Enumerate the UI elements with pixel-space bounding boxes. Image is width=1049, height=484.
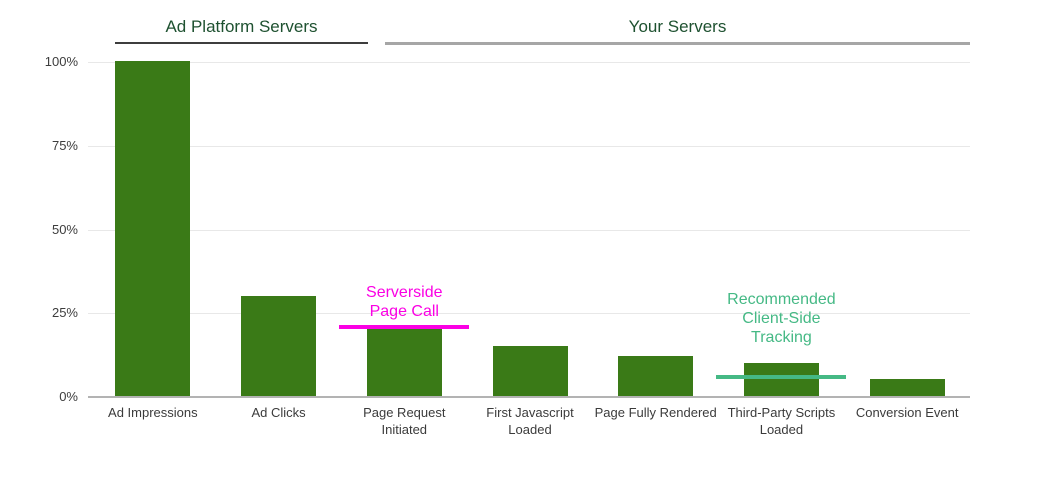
bar-page-fully-rendered: [618, 355, 694, 396]
annotation-recommended-client-side-tracking: Recommended Client-Side Tracking: [727, 291, 836, 346]
gridline-25: [88, 313, 970, 314]
group-header-your-servers: Your Servers: [628, 17, 727, 36]
bar-conversion-event: [869, 379, 945, 396]
group-underline-ad-platform-servers: [115, 42, 368, 44]
y-axis-tick-label: 0%: [59, 389, 78, 404]
x-axis-label-page-fully-rendered: Page Fully Rendered: [594, 405, 717, 420]
y-axis-tick-label: 25%: [51, 305, 78, 320]
x-axis-label-conversion-event: Conversion Event: [855, 405, 959, 420]
annotation-serverside-page-call: Serverside Page Call: [366, 284, 443, 320]
annotation-line-serverside-page-call: [339, 325, 470, 329]
x-axis-baseline: [88, 396, 970, 398]
x-axis-label-page-request-initiated: Page Request Initiated: [363, 405, 446, 437]
bar-ad-clicks: [241, 295, 317, 396]
group-header-ad-platform-servers: Ad Platform Servers: [165, 17, 318, 36]
x-axis-label-ad-clicks: Ad Clicks: [251, 405, 306, 420]
bar-first-javascript-loaded: [492, 345, 568, 396]
y-axis-tick-label: 75%: [51, 138, 78, 153]
bar-third-party-scripts-loaded: [743, 362, 819, 396]
group-underline-your-servers: [385, 42, 970, 45]
x-axis-label-third-party-scripts-loaded: Third-Party Scripts Loaded: [727, 405, 836, 437]
x-axis-label-ad-impressions: Ad Impressions: [108, 405, 198, 420]
annotation-line-recommended-client-side-tracking: [716, 375, 847, 379]
gridline-75: [88, 146, 970, 147]
bar-page-request-initiated: [366, 329, 442, 396]
x-axis-label-first-javascript-loaded: First Javascript Loaded: [486, 405, 574, 437]
y-axis-tick-label: 100%: [44, 54, 78, 69]
bar-ad-impressions: [115, 61, 191, 396]
y-axis-tick-label: 50%: [51, 222, 78, 237]
gridline-100: [88, 62, 970, 63]
gridline-50: [88, 230, 970, 231]
